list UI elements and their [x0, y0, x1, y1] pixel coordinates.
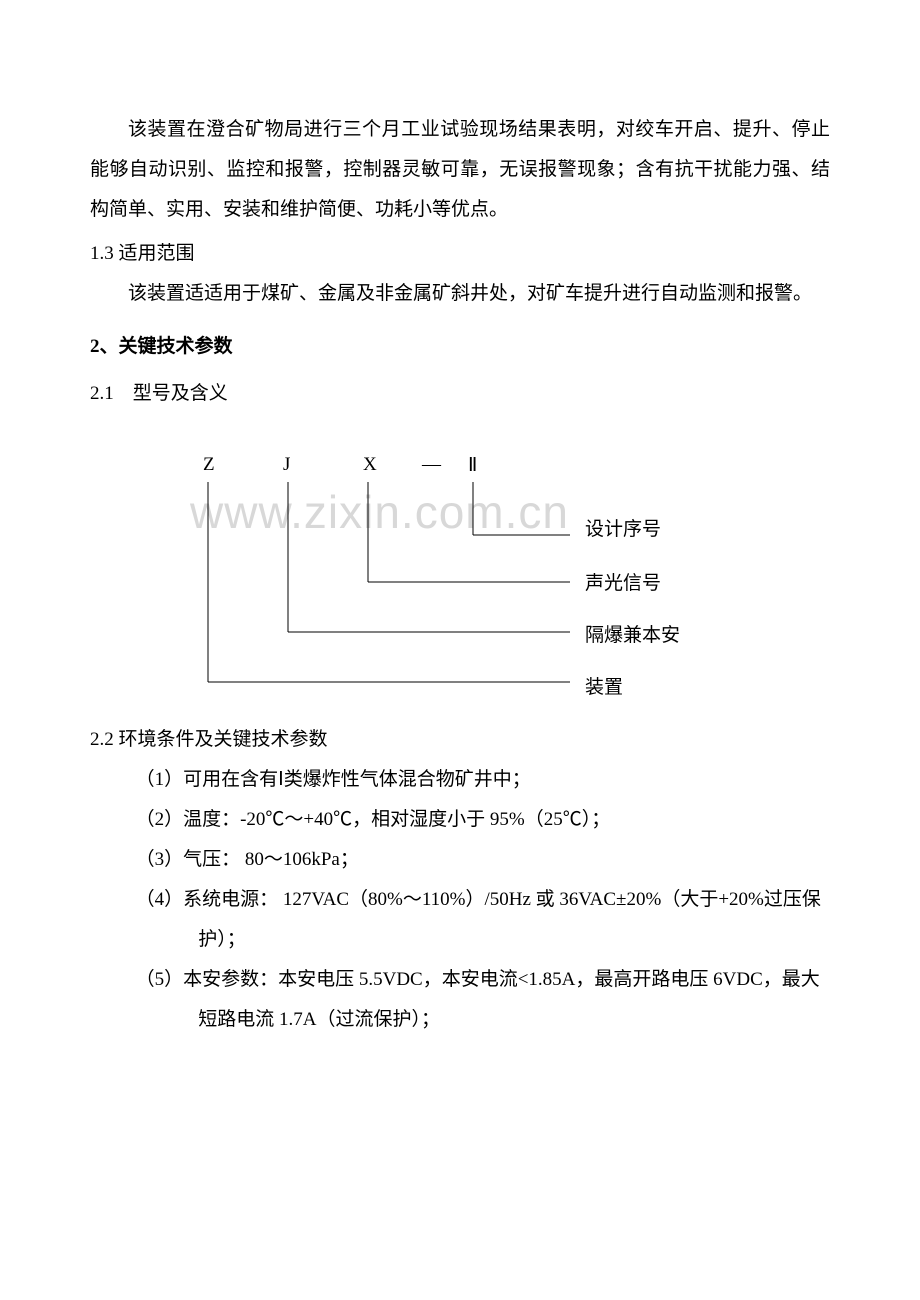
section-2-2-title: 2.2 环境条件及关键技术参数	[90, 720, 830, 760]
list-item-1: （1）可用在含有Ⅰ类爆炸性气体混合物矿井中；	[136, 760, 830, 800]
section-2-heading: 2、关键技术参数	[90, 331, 830, 358]
code-dash: —	[422, 454, 441, 476]
code-letter-z: Z	[203, 454, 215, 476]
list-item-4: （4）系统电源： 127VAC（80%～110%）/50Hz 或 36VAC±2…	[136, 880, 830, 960]
bracket-lines	[200, 482, 600, 712]
page-content: 该装置在澄合矿物局进行三个月工业试验现场结果表明，对绞车开启、提升、停止能够自动…	[90, 110, 830, 1039]
section-2-1-title: 2.1 型号及含义	[90, 374, 830, 414]
paragraph-2: 该装置适适用于煤矿、金属及非金属矿斜井处，对矿车提升进行自动监测和报警。	[90, 274, 830, 314]
list-item-2: （2）温度：-20℃～+40℃，相对湿度小于 95%（25℃）；	[136, 800, 830, 840]
list-item-5: （5）本安参数：本安电压 5.5VDC，本安电流<1.85A，最高开路电压 6V…	[136, 960, 830, 1040]
code-roman-2: Ⅱ	[468, 454, 477, 477]
code-letter-j: J	[283, 454, 290, 476]
list-item-3: （3）气压： 80～106kPa；	[136, 840, 830, 880]
model-code-diagram: Z J X — Ⅱ 设计序号 声光信号 隔爆兼本安 装置	[90, 454, 830, 714]
code-letter-x: X	[363, 454, 377, 476]
section-1-3-title: 1.3 适用范围	[90, 234, 830, 274]
paragraph-1: 该装置在澄合矿物局进行三个月工业试验现场结果表明，对绞车开启、提升、停止能够自动…	[90, 110, 830, 230]
